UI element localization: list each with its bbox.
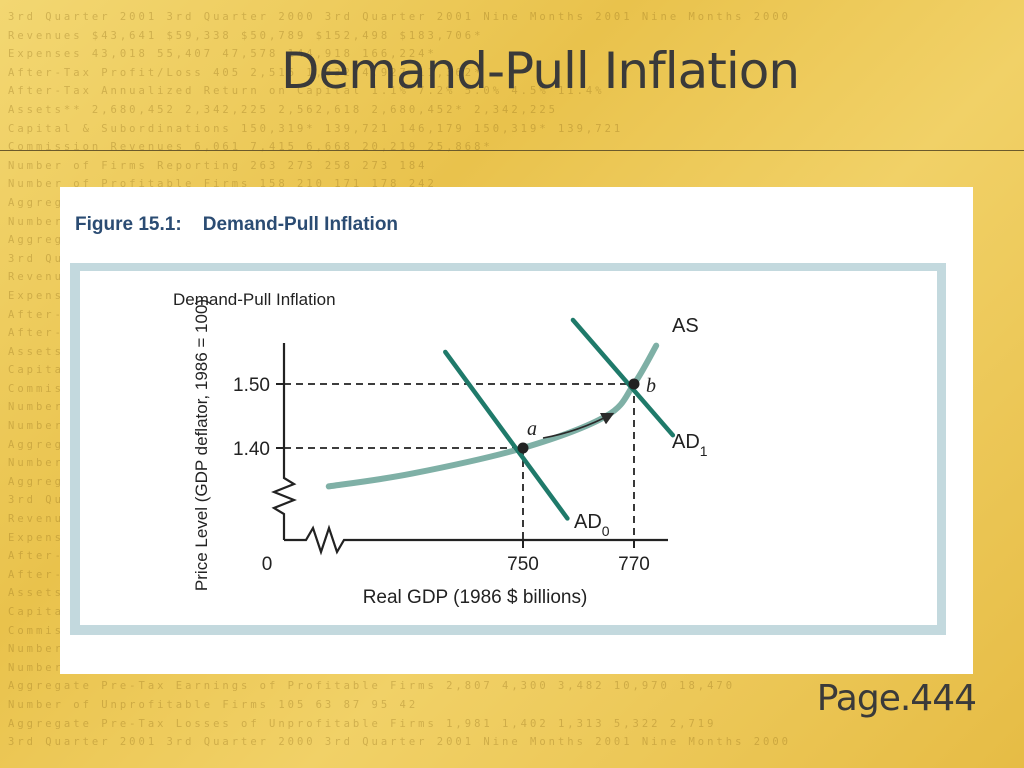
background-text-line: Revenues $43,641 $59,338 $50,789 $152,49… bbox=[8, 29, 484, 42]
y-tick-label: 1.40 bbox=[233, 439, 270, 460]
x-axis-label: Real GDP (1986 $ billions) bbox=[363, 587, 588, 608]
series-label-ad0: AD0 bbox=[574, 511, 610, 539]
axes bbox=[271, 343, 668, 556]
chart-labels: 1.40 1.50 750 770 AS AD0 AD1 a b bbox=[233, 315, 708, 575]
chart-title: Demand-Pull Inflation bbox=[173, 290, 336, 309]
origin-label: 0 bbox=[262, 554, 273, 575]
background-text-line: Aggregate Pre-Tax Losses of Unprofitable… bbox=[8, 717, 717, 730]
y-axis bbox=[271, 343, 297, 540]
background-text-line: Number of Unprofitable Firms 105 63 87 9… bbox=[8, 698, 419, 711]
y-tick-label: 1.50 bbox=[233, 375, 270, 396]
point-label-a: a bbox=[527, 418, 537, 440]
title-divider bbox=[0, 150, 1024, 151]
background-text-line: 3rd Quarter 2001 3rd Quarter 2000 3rd Qu… bbox=[8, 11, 792, 23]
y-axis-label: Price Level (GDP deflator, 1986 = 100) bbox=[192, 299, 211, 591]
series-label-ad1: AD1 bbox=[672, 431, 708, 459]
background-text-line: After-Tax Annualized Return on Capital 1… bbox=[8, 85, 605, 98]
curve-ad1 bbox=[570, 317, 676, 438]
background-text-line: Expenses 43,018 55,407 47,578 144,918 16… bbox=[8, 48, 437, 61]
figure-frame-inner bbox=[80, 271, 937, 625]
guide-lines bbox=[284, 383, 635, 540]
point-a bbox=[517, 442, 529, 454]
shift-arrow bbox=[542, 412, 615, 439]
equilibrium-points bbox=[517, 378, 640, 454]
x-tick-label: 770 bbox=[618, 554, 650, 575]
background-text-line: Aggregate Pre-Tax Earnings of Profitable… bbox=[8, 680, 736, 693]
series-label-as: AS bbox=[672, 315, 699, 337]
background-text-line: After-Tax Profit/Loss 405 2,516 1,832 4,… bbox=[8, 66, 484, 79]
page-reference: Page.444 bbox=[816, 678, 977, 719]
background-text-line: Assets** 2,680,452 2,342,225 2,562,618 2… bbox=[8, 103, 558, 116]
figure-caption: Figure 15.1: Demand-Pull Inflation bbox=[75, 214, 399, 235]
x-axis bbox=[284, 524, 668, 556]
background-text-line: Capital & Subordinations 150,319* 139,72… bbox=[8, 122, 624, 135]
background-text-line: 3rd Quarter 2001 3rd Quarter 2000 3rd Qu… bbox=[8, 736, 792, 749]
point-label-b: b bbox=[646, 375, 656, 397]
curve-ad0 bbox=[443, 349, 570, 521]
background-text-line: Number of Firms Reporting 263 273 258 27… bbox=[8, 159, 428, 172]
point-b bbox=[628, 378, 640, 390]
slide-title: Demand-Pull Inflation bbox=[280, 42, 800, 100]
x-tick-label: 750 bbox=[507, 554, 539, 575]
